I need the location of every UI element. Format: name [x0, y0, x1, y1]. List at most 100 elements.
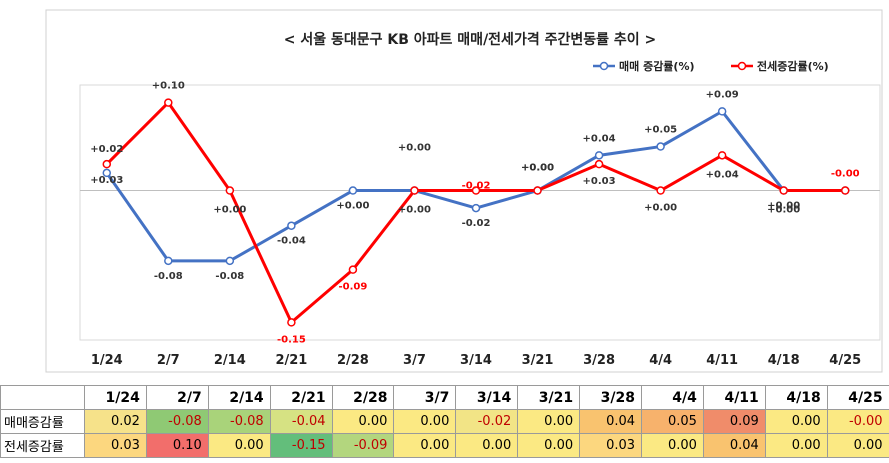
chart-title: < 서울 동대문구 KB 아파트 매매/전세가격 주간변동률 추이 > — [284, 31, 656, 48]
data-label: -0.09 — [339, 282, 368, 293]
table-cell: 0.00 — [207, 433, 271, 458]
table-cell: -0.04 — [269, 409, 333, 434]
data-label: +0.10 — [152, 81, 185, 92]
table-cell: 0.09 — [702, 409, 766, 434]
table-header-cell: 4/11 — [702, 385, 766, 410]
data-label: -0.02 — [462, 218, 491, 229]
table-corner-cell — [0, 385, 85, 410]
table-row: 매매증감률 0.02 -0.08 -0.08 -0.04 0.00 0.00 -0.02 0.0… — [0, 409, 889, 434]
x-tick-label: 3/14 — [460, 353, 492, 368]
row-label: 매매증감률 — [0, 409, 85, 434]
chart-area: < 서울 동대문구 KB 아파트 매매/전세가격 주간변동률 추이 > 매매 증… — [45, 9, 883, 373]
data-label: +0.03 — [583, 176, 616, 187]
data-label: +0.00 — [521, 163, 554, 174]
x-tick-label: 1/24 — [91, 353, 123, 368]
data-label: +0.00 — [767, 201, 800, 212]
table-cell: 0.02 — [84, 409, 147, 434]
x-tick-label: 2/21 — [275, 353, 307, 368]
table-row: 전세증감률 0.03 0.10 0.00 -0.15 -0.09 0.00 0.00 0.00 0… — [0, 433, 889, 458]
x-tick-label: 3/21 — [522, 353, 554, 368]
legend: 매매 증감률(%) 전세증감률(%) — [593, 59, 829, 73]
data-label: -0.00 — [831, 169, 860, 180]
data-point — [594, 151, 604, 160]
table-header-row: 1/24 2/7 2/14 2/21 2/28 3/7 3/14 3/21 3/28 4/4 4/1… — [0, 385, 889, 410]
data-label: -0.08 — [154, 271, 183, 282]
table-cell: 0.00 — [331, 409, 395, 434]
table-header-cell: 2/7 — [145, 385, 209, 410]
table-cell: 0.05 — [641, 409, 704, 434]
table-cell: 0.04 — [579, 409, 643, 434]
legend-label-sale: 매매 증감률(%) — [619, 59, 695, 73]
table-cell: 0.03 — [579, 433, 643, 458]
table-body: 매매증감률 0.02 -0.08 -0.08 -0.04 0.00 0.00 -0.02 0.0… — [0, 409, 889, 458]
table-cell: 0.00 — [455, 433, 519, 458]
data-point — [656, 186, 665, 195]
table-header-cell: 1/24 — [84, 385, 147, 410]
table-cell: 0.04 — [702, 433, 766, 458]
table-cell: 0.10 — [145, 433, 209, 458]
x-tick-label: 3/7 — [403, 353, 426, 368]
data-point — [287, 318, 296, 327]
table-cell: 0.00 — [764, 409, 828, 434]
table-cell: -0.02 — [455, 409, 519, 434]
table-cell: -0.09 — [331, 433, 395, 458]
x-tick-label: 3/28 — [583, 353, 615, 368]
data-point — [225, 186, 235, 195]
legend-marker-jeonse — [737, 61, 747, 71]
data-label: +0.00 — [644, 203, 677, 214]
data-point — [164, 256, 173, 266]
table-cell: 0.00 — [641, 433, 704, 458]
data-point — [717, 151, 727, 160]
table-header-cell: 3/21 — [517, 385, 581, 410]
x-tick-label: 4/4 — [649, 353, 672, 368]
table-header-cell: 2/14 — [207, 385, 271, 410]
data-label: +0.04 — [583, 133, 616, 144]
x-tick-label: 2/14 — [214, 353, 246, 368]
data-point — [348, 265, 358, 274]
data-table: 1/24 2/7 2/14 2/21 2/28 3/7 3/14 3/21 3/28 4/4 4/1… — [0, 385, 889, 458]
data-label: +0.02 — [90, 144, 123, 155]
data-point — [471, 186, 481, 195]
data-label: +0.00 — [767, 205, 800, 216]
x-axis-tick-labels: 1/24 2/7 2/14 2/21 2/28 3/7 3/14 3/21 3/28 4/4 4/1… — [91, 353, 861, 368]
data-label: -0.04 — [277, 236, 306, 247]
data-point — [656, 142, 665, 151]
data-label: +0.00 — [213, 205, 246, 216]
series-group: +0.03-0.08 -0.08-0.04+0.00 +0.00-0.02+0.00… — [90, 81, 859, 346]
data-label: +0.05 — [644, 125, 677, 136]
x-tick-label: 2/28 — [337, 353, 369, 368]
data-label: +0.00 — [336, 201, 369, 212]
table-header-cell: 3/7 — [393, 385, 457, 410]
table-cell: 0.00 — [764, 433, 828, 458]
x-tick-label: 4/11 — [706, 353, 738, 368]
data-label: +0.09 — [706, 89, 739, 100]
data-point — [287, 221, 296, 230]
data-label: -0.08 — [215, 271, 244, 282]
data-point — [164, 98, 173, 107]
data-point — [102, 168, 112, 178]
legend-label-jeonse: 전세증감률(%) — [757, 59, 829, 73]
data-label: +0.00 — [398, 143, 431, 154]
table-cell: 0.00 — [517, 409, 581, 434]
data-point — [410, 186, 419, 195]
row-label: 전세증감률 — [0, 433, 85, 458]
table-cell: 0.00 — [393, 433, 457, 458]
data-label: +0.00 — [398, 205, 431, 216]
table-cell: 0.00 — [393, 409, 457, 434]
legend-marker-sale — [599, 61, 609, 71]
table-header-cell: 4/4 — [641, 385, 704, 410]
line-chart: < 서울 동대문구 KB 아파트 매매/전세가격 주간변동률 추이 > 매매 증… — [45, 9, 883, 373]
table-header-cell: 4/25 — [826, 385, 889, 410]
table-header-cell: 4/18 — [764, 385, 828, 410]
data-point — [348, 186, 358, 195]
table-cell: -0.15 — [269, 433, 333, 458]
data-label: +0.03 — [90, 175, 123, 186]
table-cell: 0.00 — [517, 433, 581, 458]
data-point — [533, 186, 542, 195]
x-tick-label: 2/7 — [157, 353, 180, 368]
table-cell: 0.03 — [84, 433, 147, 458]
data-label: -0.15 — [277, 334, 306, 345]
data-point — [840, 186, 850, 195]
plot-area — [79, 84, 881, 341]
x-tick-label: 4/25 — [829, 353, 861, 368]
